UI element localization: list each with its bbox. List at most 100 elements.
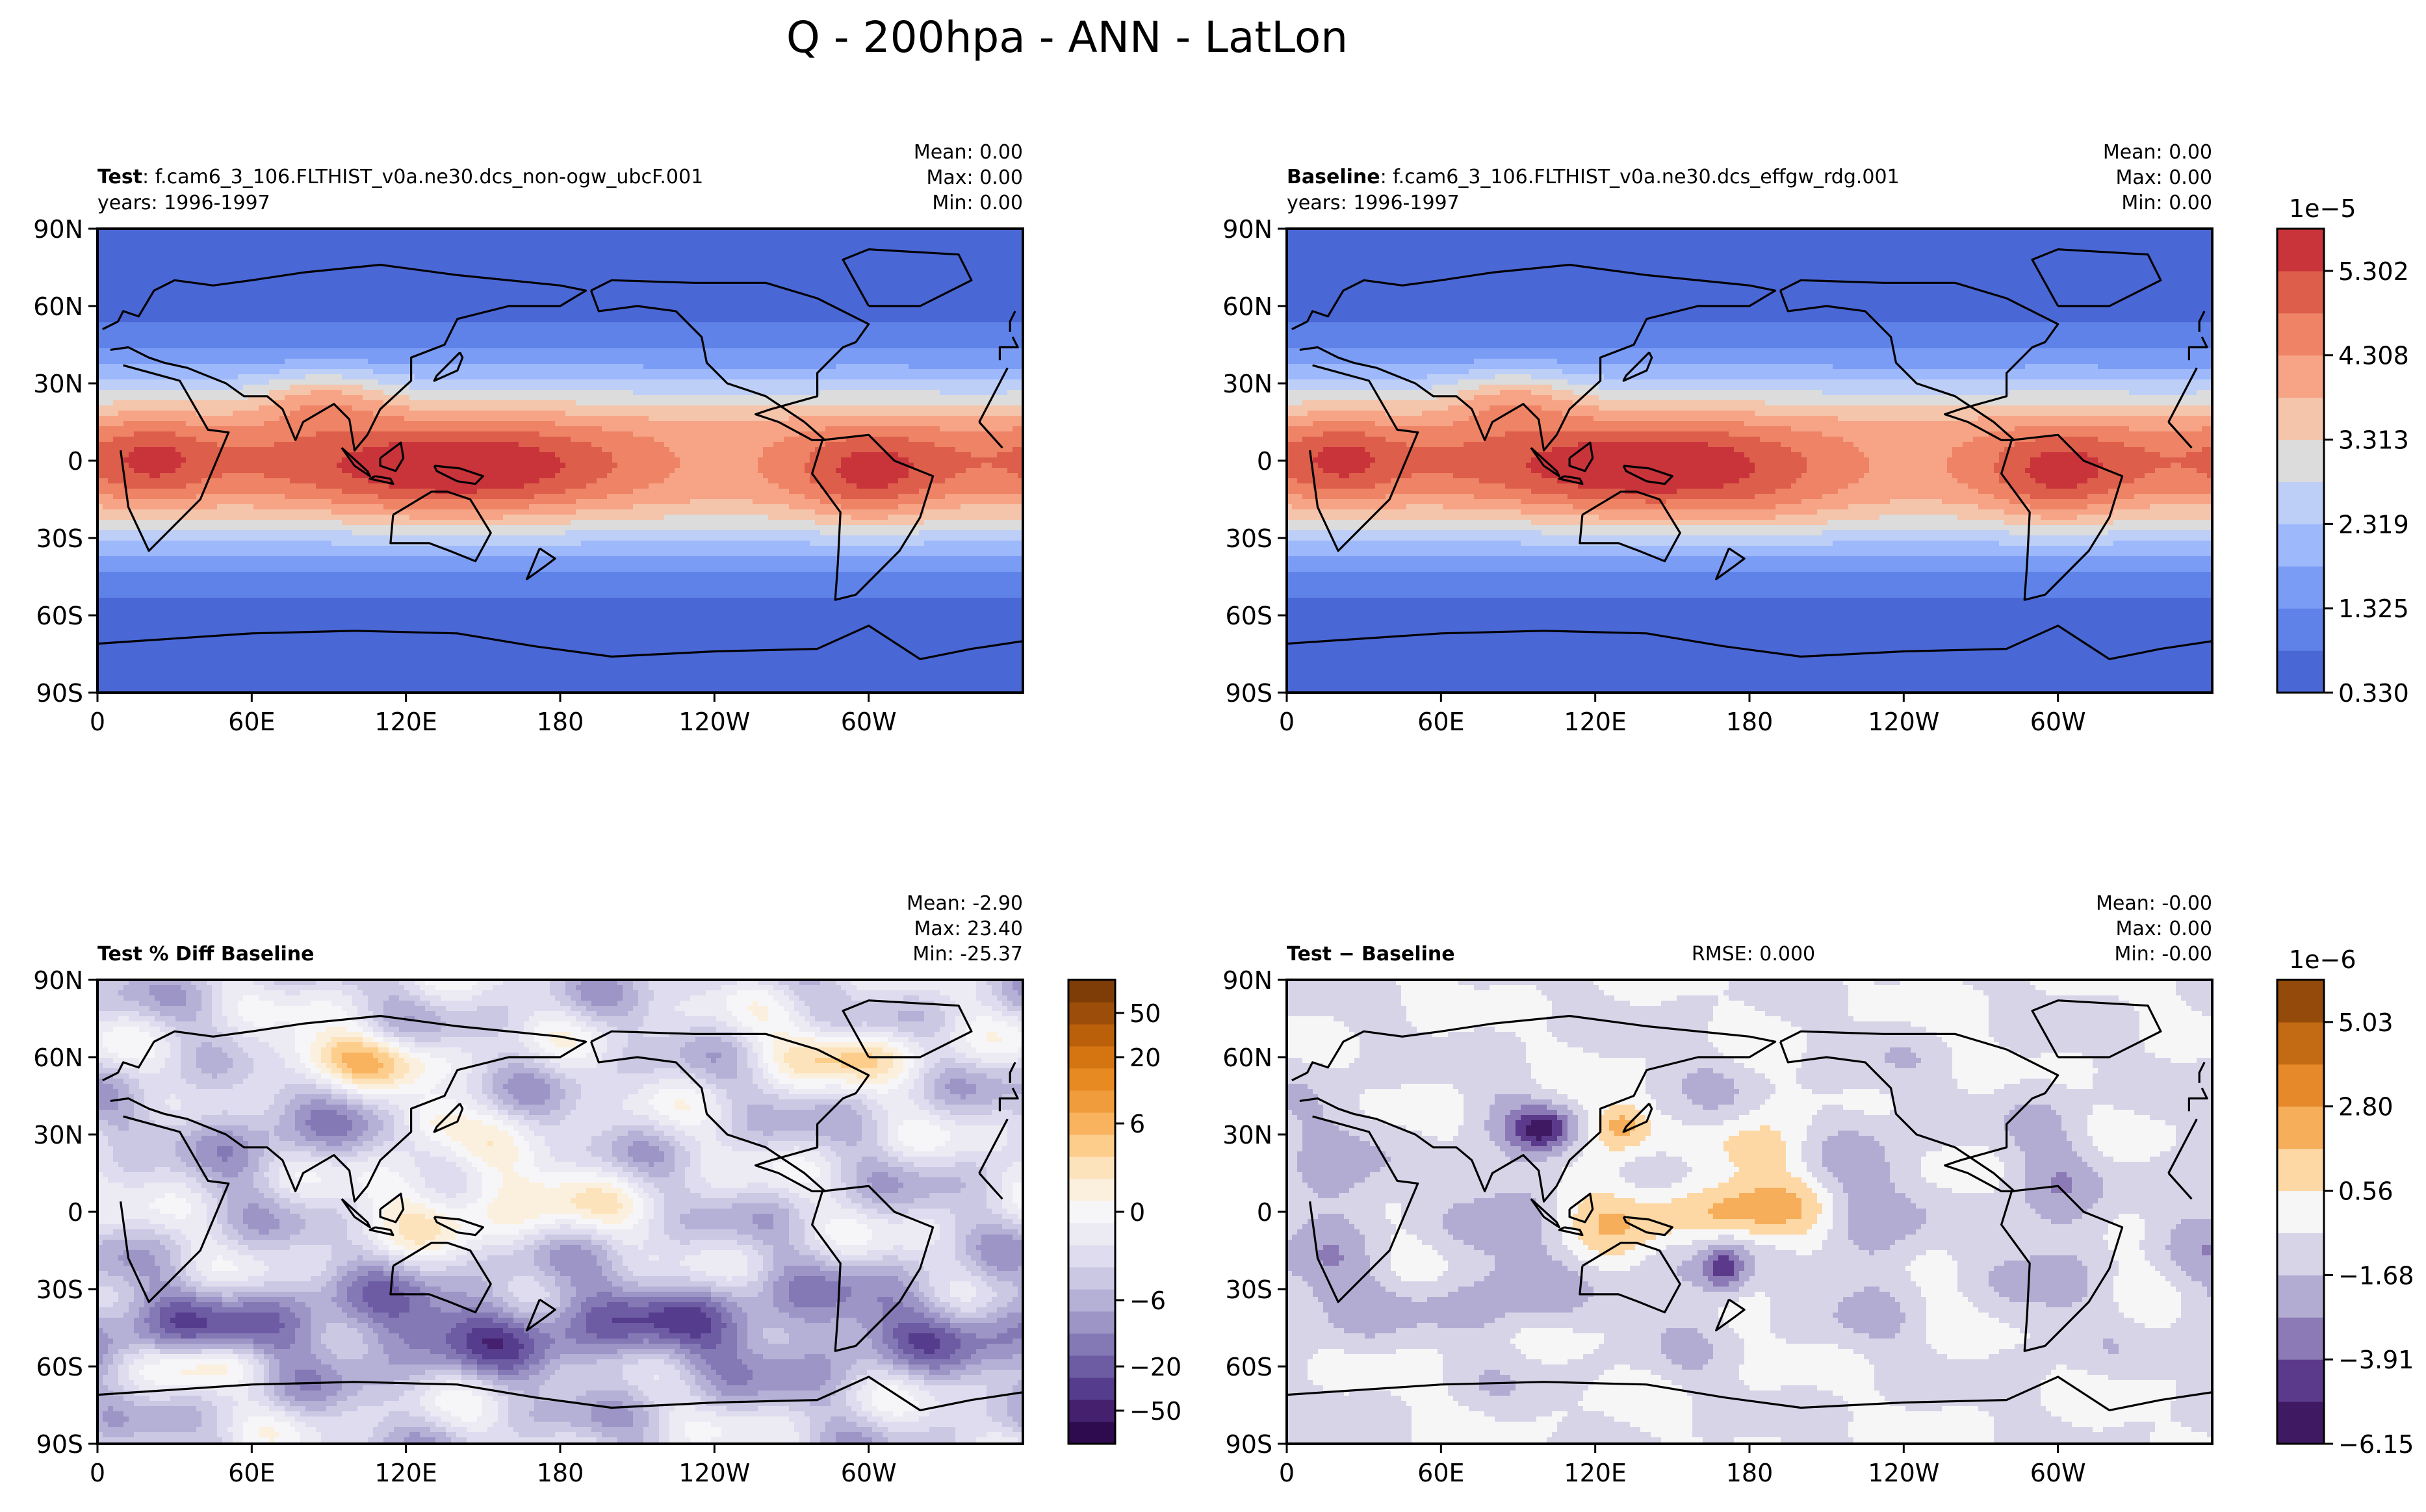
field-cell bbox=[555, 364, 561, 370]
field-cell bbox=[446, 255, 452, 261]
field-cell bbox=[742, 359, 748, 365]
field-cell bbox=[872, 364, 878, 370]
field-cell bbox=[430, 265, 436, 271]
field-cell bbox=[300, 265, 306, 271]
field-cell bbox=[347, 255, 353, 261]
field-cell bbox=[773, 307, 779, 313]
field-cell bbox=[597, 364, 602, 370]
field-cell bbox=[467, 239, 472, 245]
field-cell bbox=[482, 286, 488, 292]
field-cell bbox=[191, 348, 197, 354]
field-cell bbox=[581, 296, 587, 302]
field-cell bbox=[992, 250, 998, 255]
field-cell bbox=[940, 234, 946, 240]
field-cell bbox=[935, 270, 940, 276]
field-cell bbox=[285, 260, 290, 266]
field-cell bbox=[940, 281, 946, 287]
field-cell bbox=[779, 244, 784, 250]
field-cell bbox=[940, 364, 946, 370]
field-cell bbox=[373, 343, 379, 349]
field-cell bbox=[591, 239, 597, 245]
field-cell bbox=[784, 369, 790, 375]
field-cell bbox=[695, 343, 701, 349]
field-cell bbox=[799, 260, 805, 266]
field-cell bbox=[415, 244, 420, 250]
field-cell bbox=[456, 333, 462, 339]
field-cell bbox=[529, 348, 535, 354]
field-cell bbox=[269, 281, 275, 287]
field-cell bbox=[139, 234, 145, 240]
field-cell bbox=[659, 265, 665, 271]
field-cell bbox=[425, 327, 431, 333]
field-cell bbox=[259, 307, 265, 313]
field-cell bbox=[305, 317, 311, 323]
field-cell bbox=[285, 286, 290, 292]
field-cell bbox=[820, 250, 826, 255]
field-cell bbox=[357, 307, 363, 313]
field-cell bbox=[389, 291, 394, 297]
field-cell bbox=[498, 333, 504, 339]
field-cell bbox=[685, 265, 691, 271]
field-cell bbox=[534, 291, 540, 297]
field-cell bbox=[623, 317, 628, 323]
field-cell bbox=[727, 317, 732, 323]
field-cell bbox=[472, 322, 478, 328]
field-cell bbox=[404, 291, 410, 297]
field-cell bbox=[456, 312, 462, 318]
field-cell bbox=[779, 250, 784, 255]
field-cell bbox=[872, 359, 878, 365]
field-cell bbox=[935, 301, 940, 307]
field-cell bbox=[649, 327, 654, 333]
field-cell bbox=[227, 333, 233, 339]
field-cell bbox=[196, 312, 202, 318]
field-cell bbox=[929, 369, 935, 375]
field-cell bbox=[831, 234, 836, 240]
field-cell bbox=[545, 296, 550, 302]
field-cell bbox=[758, 250, 764, 255]
field-cell bbox=[643, 265, 649, 271]
field-cell bbox=[992, 239, 998, 245]
field-cell bbox=[976, 317, 982, 323]
field-cell bbox=[690, 291, 696, 297]
field-cell bbox=[773, 333, 779, 339]
field-cell bbox=[831, 322, 836, 328]
field-cell bbox=[477, 265, 483, 271]
field-cell bbox=[591, 234, 597, 240]
field-cell bbox=[742, 286, 748, 292]
field-cell bbox=[935, 281, 940, 287]
field-cell bbox=[108, 312, 114, 318]
field-cell bbox=[352, 286, 358, 292]
field-cell bbox=[274, 255, 280, 261]
field-cell bbox=[233, 348, 239, 354]
field-cell bbox=[368, 250, 374, 255]
field-cell bbox=[706, 322, 712, 328]
field-cell bbox=[331, 348, 337, 354]
field-cell bbox=[368, 244, 374, 250]
field-cell bbox=[212, 286, 218, 292]
field-cell bbox=[383, 296, 389, 302]
field-cell bbox=[815, 353, 821, 359]
field-cell bbox=[545, 286, 550, 292]
field-cell bbox=[1002, 286, 1008, 292]
field-cell bbox=[602, 359, 608, 365]
field-cell bbox=[539, 270, 545, 276]
field-cell bbox=[565, 281, 571, 287]
field-cell bbox=[378, 353, 384, 359]
field-cell bbox=[248, 312, 254, 318]
field-cell bbox=[103, 374, 109, 380]
field-cell bbox=[508, 286, 514, 292]
field-cell bbox=[820, 291, 826, 297]
field-cell bbox=[940, 359, 946, 365]
field-cell bbox=[300, 301, 306, 307]
field-cell bbox=[503, 322, 509, 328]
field-cell bbox=[321, 250, 327, 255]
field-cell bbox=[555, 286, 561, 292]
field-cell bbox=[446, 239, 452, 245]
field-cell bbox=[149, 317, 155, 323]
field-cell bbox=[103, 260, 109, 266]
field-cell bbox=[191, 353, 197, 359]
field-cell bbox=[285, 244, 290, 250]
field-cell bbox=[732, 333, 738, 339]
field-cell bbox=[680, 234, 686, 240]
field-cell bbox=[233, 301, 239, 307]
